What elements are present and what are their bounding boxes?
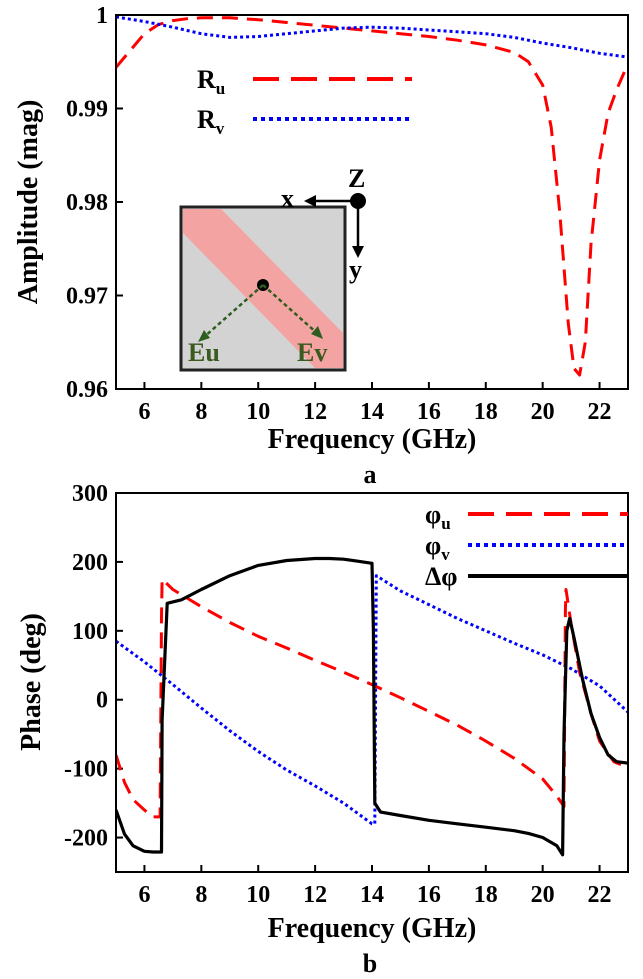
phase-chart: 6 8 10 12 14 16 18 20 22 -200 -100 0 100 200 300 φuφv…	[16, 481, 629, 978]
amplitude-x-axis-title: Frequency (GHz)	[268, 424, 477, 455]
inset-x-label: x	[281, 184, 294, 213]
legend-label-φv: φv	[425, 531, 450, 564]
x-tick-label: 14	[360, 399, 384, 425]
x-tick-label: 6	[138, 882, 150, 908]
phase-plot-frame	[115, 492, 629, 873]
polarization-inset: Eu Ev Z x y	[179, 164, 366, 372]
panel-b-label: b	[363, 949, 377, 978]
phase-x-axis-title: Frequency (GHz)	[268, 913, 477, 944]
x-tick-label: 8	[195, 882, 207, 908]
x-tick-label: 22	[588, 399, 612, 425]
inset-ev-arrow	[262, 284, 319, 335]
legend-label-Ru: Ru	[197, 65, 225, 98]
x-tick-label: 16	[417, 399, 441, 425]
y-tick-label: 100	[72, 619, 108, 645]
inset-ev-label: Ev	[297, 338, 327, 367]
legend-label-Rv: Rv	[197, 105, 225, 138]
y-tick-label: -100	[64, 757, 108, 783]
y-tick-label: 0.97	[66, 284, 108, 310]
amplitude-legend: Ru Rv	[197, 65, 412, 138]
amplitude-y-ticks: 0.96 0.97 0.98 0.99 1	[66, 3, 123, 403]
inset-eu-arrow	[202, 284, 264, 339]
inset-x-arrowhead	[304, 195, 316, 207]
legend-label-φu: φu	[425, 500, 451, 533]
inset-ev-arrowhead	[311, 326, 323, 339]
inset-y-arrowhead	[352, 246, 364, 258]
y-tick-label: 300	[72, 481, 108, 507]
inset-eu-arrowhead	[198, 330, 210, 342]
y-tick-label: 0.96	[66, 377, 108, 403]
x-tick-label: 18	[474, 882, 498, 908]
y-tick-label: 200	[72, 550, 108, 576]
phase-y-axis-title: Phase (deg)	[16, 613, 47, 751]
panel-a-label: a	[364, 460, 377, 489]
x-tick-label: 20	[531, 399, 555, 425]
series-line-φv	[117, 574, 627, 826]
inset-y-label: y	[349, 255, 362, 284]
x-tick-label: 6	[138, 399, 150, 425]
series-line-Rv	[117, 16, 627, 59]
y-tick-label: 0.98	[66, 190, 108, 216]
phase-x-ticks: 6 8 10 12 14 16 18 20 22	[138, 865, 612, 908]
amplitude-y-axis-title: Amplitude (mag)	[13, 100, 44, 305]
phase-y-ticks: -200 -100 0 100 200 300	[64, 481, 123, 852]
series-line-Δφ	[117, 556, 627, 857]
x-tick-label: 16	[417, 882, 441, 908]
y-tick-label: 0	[96, 688, 108, 714]
amplitude-chart: 6 8 10 12 14 16 18 20 22 0.96 0.97 0.98 0.99 1 Eu Ev…	[13, 3, 629, 489]
x-tick-label: 10	[246, 399, 270, 425]
y-tick-label: -200	[64, 826, 108, 852]
inset-eu-label: Eu	[188, 338, 220, 367]
x-tick-label: 12	[303, 882, 327, 908]
y-tick-label: 0.99	[66, 97, 108, 123]
series-line-Ru	[117, 16, 627, 377]
inset-z-label: Z	[348, 164, 365, 193]
y-tick-label: 1	[96, 3, 108, 29]
legend-label-Δφ: Δφ	[425, 562, 458, 591]
x-tick-label: 22	[588, 882, 612, 908]
amplitude-series-group	[117, 16, 627, 377]
amplitude-x-ticks: 6 8 10 12 14 16 18 20 22	[138, 382, 612, 425]
phase-series-group	[117, 556, 627, 857]
x-tick-label: 12	[303, 399, 327, 425]
x-tick-label: 8	[195, 399, 207, 425]
x-tick-label: 10	[246, 882, 270, 908]
x-tick-label: 20	[531, 882, 555, 908]
x-tick-label: 18	[474, 399, 498, 425]
x-tick-label: 14	[360, 882, 384, 908]
